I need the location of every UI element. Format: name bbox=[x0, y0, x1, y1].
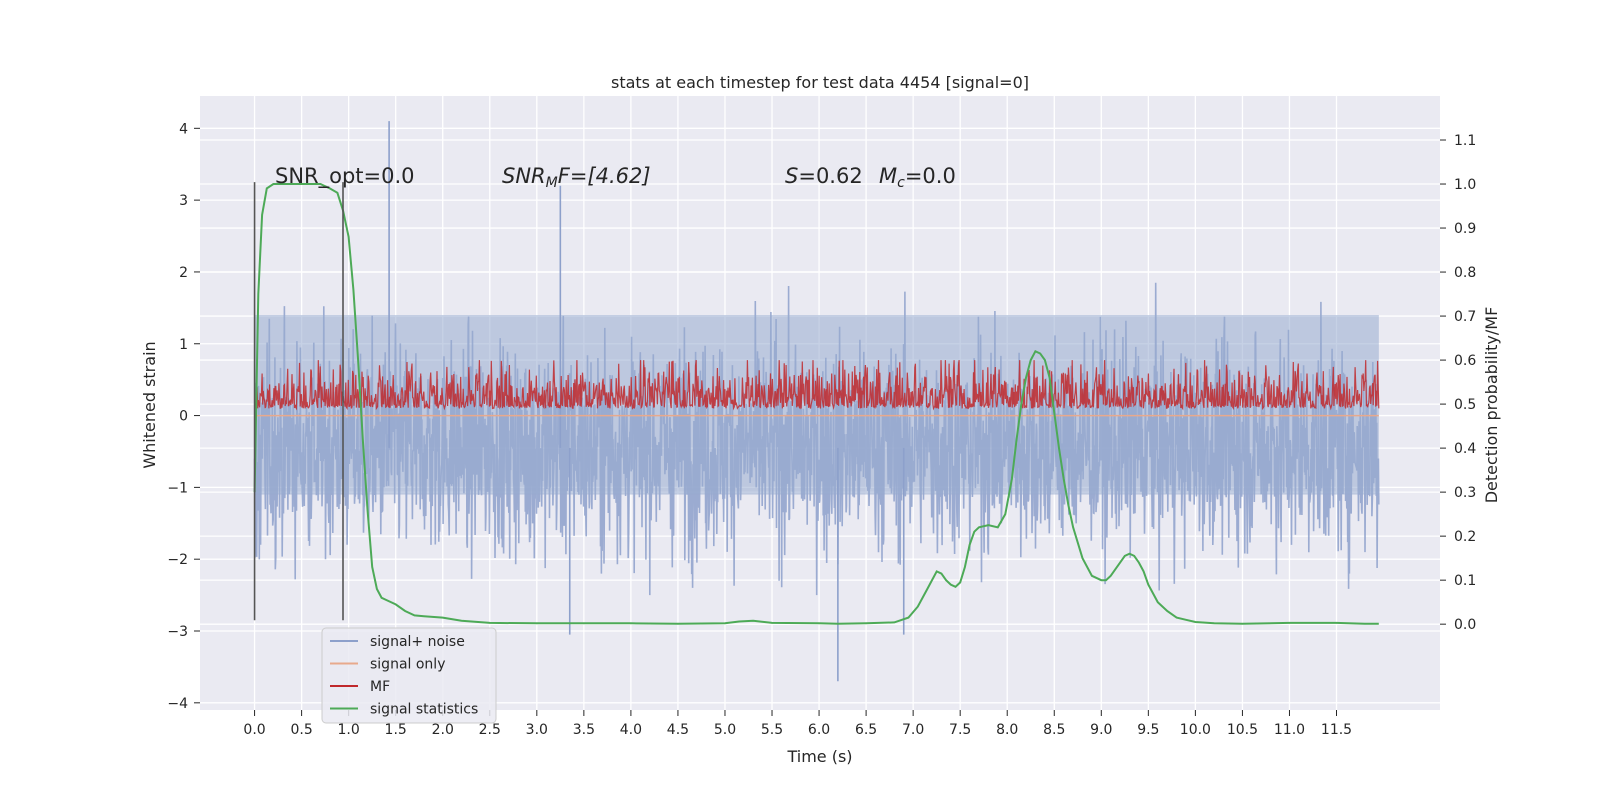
x-tick-label: 11.5 bbox=[1321, 722, 1352, 738]
annotation-mc-subscript: c bbox=[897, 175, 905, 191]
x-tick-label: 3.5 bbox=[573, 722, 595, 738]
x-tick-label: 1.0 bbox=[338, 722, 360, 738]
annotation-snr-mf: SNRMF=[4.62] bbox=[502, 164, 651, 191]
legend-label: signal only bbox=[370, 657, 445, 673]
legend: signal+ noise signal only MF signal statist… bbox=[321, 627, 497, 724]
right-y-axis-ticks: 1.1 1.0 0.9 0.8 0.7 0.6 0.5 0.4 0.3 0.2 0.1 0.0 bbox=[1440, 133, 1476, 633]
right-tick-label: 1.1 bbox=[1454, 133, 1476, 149]
right-tick-label: 0.0 bbox=[1454, 617, 1476, 633]
annotation-s: S=0.62 bbox=[785, 164, 863, 188]
left-tick-label: 2 bbox=[179, 265, 188, 281]
left-tick-label: −4 bbox=[167, 696, 188, 712]
right-tick-label: 0.7 bbox=[1454, 309, 1476, 325]
x-tick-label: 4.5 bbox=[667, 722, 689, 738]
left-tick-label: −1 bbox=[167, 480, 188, 496]
annotations: SNR_opt=0.0 SNRMF=[4.62] S=0.62 Mc=0.0 bbox=[275, 164, 956, 191]
right-tick-label: 0.8 bbox=[1454, 265, 1476, 281]
left-tick-label: 4 bbox=[179, 121, 188, 137]
signal-statistics-line bbox=[253, 183, 1379, 625]
x-tick-label: 5.5 bbox=[761, 722, 783, 738]
left-y-axis-ticks: 4 3 2 1 0 −1 −2 −3 −4 bbox=[167, 121, 200, 712]
x-axis-label: Time (s) bbox=[786, 747, 852, 766]
x-tick-label: 9.0 bbox=[1090, 722, 1112, 738]
x-tick-label: 2.5 bbox=[479, 722, 501, 738]
x-tick-label: 3.0 bbox=[526, 722, 548, 738]
left-tick-label: −2 bbox=[167, 552, 188, 568]
x-tick-label: 7.5 bbox=[949, 722, 971, 738]
mf-line bbox=[254, 360, 1380, 411]
right-tick-label: 0.5 bbox=[1454, 397, 1476, 413]
annotation-snr-mf-subscript: M bbox=[546, 175, 558, 191]
annotation-s-symbol: S bbox=[785, 164, 798, 188]
x-tick-label: 2.0 bbox=[432, 722, 454, 738]
legend-label: signal+ noise bbox=[370, 634, 465, 650]
legend-label: signal statistics bbox=[370, 702, 478, 718]
event-vlines bbox=[253, 182, 344, 621]
annotation-mc-value: =0.0 bbox=[905, 164, 956, 188]
x-tick-label: 6.5 bbox=[855, 722, 877, 738]
right-tick-label: 0.9 bbox=[1454, 221, 1476, 237]
series-signal-statistics bbox=[253, 183, 1379, 625]
x-tick-label: 0.5 bbox=[290, 722, 312, 738]
x-tick-label: 11.0 bbox=[1274, 722, 1305, 738]
legend-label: MF bbox=[370, 679, 390, 695]
right-tick-label: 0.4 bbox=[1454, 441, 1476, 457]
x-tick-label: 10.0 bbox=[1180, 722, 1211, 738]
annotation-s-value: =0.62 bbox=[798, 164, 862, 188]
x-tick-label: 8.0 bbox=[996, 722, 1018, 738]
annotation-snr-opt: SNR_opt=0.0 bbox=[275, 164, 415, 189]
annotation-mc-symbol: M bbox=[879, 164, 897, 188]
right-tick-label: 0.1 bbox=[1454, 573, 1476, 589]
left-tick-label: 0 bbox=[179, 409, 188, 425]
x-tick-label: 7.0 bbox=[902, 722, 924, 738]
x-tick-label: 6.0 bbox=[808, 722, 830, 738]
left-tick-label: 1 bbox=[179, 337, 188, 353]
right-tick-label: 0.3 bbox=[1454, 485, 1476, 501]
left-tick-label: 3 bbox=[179, 193, 188, 209]
chart-title: stats at each timestep for test data 445… bbox=[611, 73, 1029, 92]
x-axis-ticks: 0.0 0.5 1.0 1.5 2.0 2.5 3.0 3.5 4.0 4.5 5.0 5.5 6.0 6… bbox=[243, 710, 1352, 738]
x-tick-label: 1.5 bbox=[385, 722, 407, 738]
left-tick-label: −3 bbox=[167, 624, 188, 640]
annotation-snr-mf-symbol: SNR bbox=[502, 164, 546, 188]
x-tick-label: 4.0 bbox=[620, 722, 642, 738]
right-tick-label: 1.0 bbox=[1454, 177, 1476, 193]
x-tick-label: 5.0 bbox=[714, 722, 736, 738]
right-y-axis-label: Detection probability/MF bbox=[1482, 307, 1501, 504]
right-tick-label: 0.2 bbox=[1454, 529, 1476, 545]
x-tick-label: 10.5 bbox=[1227, 722, 1258, 738]
x-tick-label: 8.5 bbox=[1043, 722, 1065, 738]
annotation-snr-mf-value: F=[4.62] bbox=[558, 164, 651, 188]
left-y-axis-label: Whitened strain bbox=[140, 341, 159, 468]
legend-box bbox=[321, 627, 497, 724]
x-tick-label: 0.0 bbox=[243, 722, 265, 738]
series-mf bbox=[254, 360, 1380, 411]
annotation-mc: Mc=0.0 bbox=[879, 164, 956, 191]
x-tick-label: 9.5 bbox=[1137, 722, 1159, 738]
right-tick-label: 0.6 bbox=[1454, 353, 1476, 369]
